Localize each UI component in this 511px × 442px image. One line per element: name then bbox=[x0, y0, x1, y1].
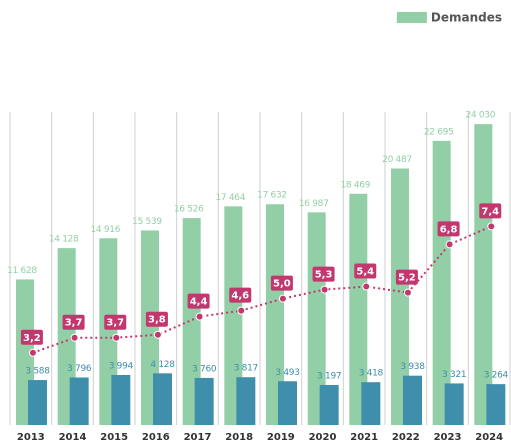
x-tick-label: 2016 bbox=[142, 432, 170, 442]
bar-value-label: 24 030 bbox=[465, 111, 495, 121]
label-box bbox=[62, 314, 85, 330]
bar-value-label: 11 628 bbox=[7, 266, 37, 276]
bar bbox=[474, 124, 493, 425]
x-tick-label: 2020 bbox=[309, 432, 337, 442]
bar-value-label: 17 632 bbox=[257, 191, 287, 201]
line-point bbox=[195, 312, 204, 321]
bar-value-label: 17 464 bbox=[215, 193, 245, 203]
line-value-label: 5,3 bbox=[315, 270, 333, 281]
bar bbox=[182, 218, 201, 425]
bar-value-label: 16 987 bbox=[299, 199, 329, 209]
bar-value-label: 3 493 bbox=[275, 368, 299, 378]
bar-value-label: 3 938 bbox=[400, 362, 425, 372]
bar-value-label: 3 796 bbox=[67, 364, 92, 374]
line-point bbox=[362, 282, 371, 291]
bar bbox=[444, 383, 464, 425]
x-tick-label: 2018 bbox=[225, 432, 253, 442]
bar bbox=[486, 384, 506, 425]
line-value-label: 3,2 bbox=[23, 333, 41, 344]
line-value-label: 3,7 bbox=[65, 318, 83, 329]
bar bbox=[403, 375, 422, 425]
bar-value-label: 14 916 bbox=[90, 225, 120, 235]
label-box bbox=[104, 314, 127, 330]
x-tick-label: 2019 bbox=[267, 432, 295, 442]
line-value-label: 6,8 bbox=[440, 224, 458, 235]
line-point bbox=[278, 294, 287, 303]
bar bbox=[153, 373, 172, 425]
x-tick-label: 2014 bbox=[59, 432, 87, 442]
bar-value-label: 3 588 bbox=[25, 367, 50, 377]
label-box bbox=[187, 293, 210, 309]
line-value-label: 3,8 bbox=[148, 315, 166, 326]
line-point bbox=[320, 285, 329, 294]
x-tick-label: 2023 bbox=[434, 432, 462, 442]
line-value-label: 4,4 bbox=[190, 297, 208, 308]
line-value-label: 3,7 bbox=[106, 318, 124, 329]
x-tick-label: 2021 bbox=[350, 432, 378, 442]
bar-value-label: 16 526 bbox=[174, 205, 204, 215]
bar-value-label: 3 994 bbox=[109, 361, 134, 371]
line-point bbox=[445, 240, 454, 249]
label-box bbox=[354, 263, 377, 279]
legend-label: Demandes bbox=[431, 11, 502, 25]
bar bbox=[349, 193, 368, 425]
label-box bbox=[312, 266, 335, 282]
bar bbox=[278, 381, 297, 425]
label-box bbox=[145, 311, 168, 327]
line-point bbox=[70, 333, 79, 342]
bar-value-label: 3 197 bbox=[317, 371, 341, 381]
x-tick-label: 2024 bbox=[475, 432, 503, 442]
bar bbox=[361, 382, 381, 425]
bar-value-label: 3 264 bbox=[484, 371, 509, 381]
bar-value-label: 3 817 bbox=[234, 364, 258, 374]
label-box bbox=[229, 287, 252, 303]
bar bbox=[266, 204, 284, 425]
bar-value-label: 3 321 bbox=[442, 370, 466, 380]
bar-value-label: 15 539 bbox=[132, 217, 162, 227]
label-box bbox=[437, 221, 460, 237]
line-point bbox=[403, 288, 412, 297]
line-value-label: 7,4 bbox=[481, 206, 499, 217]
bar-value-label: 14 128 bbox=[49, 235, 79, 245]
x-tick-label: 2022 bbox=[392, 432, 420, 442]
line-point bbox=[237, 306, 246, 315]
line-point bbox=[112, 333, 121, 342]
bar bbox=[194, 377, 214, 425]
bar-value-label: 3 418 bbox=[359, 369, 384, 379]
line-point bbox=[153, 330, 162, 339]
bar bbox=[319, 384, 339, 425]
bar bbox=[224, 206, 243, 425]
x-tick-label: 2015 bbox=[100, 432, 128, 442]
x-tick-label: 2017 bbox=[184, 432, 212, 442]
bar-value-label: 20 487 bbox=[382, 155, 412, 165]
bar-value-label: 18 469 bbox=[340, 180, 370, 190]
line-value-label: 5,2 bbox=[398, 273, 416, 284]
label-box bbox=[270, 275, 293, 291]
bar bbox=[111, 374, 131, 425]
line-value-label: 4,6 bbox=[231, 291, 249, 302]
label-box bbox=[479, 203, 502, 219]
bar bbox=[391, 168, 409, 426]
line-value-label: 5,4 bbox=[356, 267, 374, 278]
line-point bbox=[487, 222, 496, 231]
legend-swatch bbox=[396, 12, 427, 23]
bar bbox=[236, 377, 256, 425]
bar-value-label: 4 128 bbox=[150, 360, 175, 370]
bar bbox=[28, 380, 47, 425]
bar bbox=[69, 377, 89, 425]
line-point bbox=[28, 348, 37, 357]
x-tick-label: 2013 bbox=[17, 432, 45, 442]
bar-value-label: 3 760 bbox=[192, 364, 217, 374]
bar-value-label: 22 695 bbox=[424, 127, 454, 137]
label-box bbox=[20, 329, 43, 345]
bar bbox=[307, 212, 326, 425]
bar bbox=[432, 140, 451, 426]
label-box bbox=[395, 269, 418, 285]
line-value-label: 5,0 bbox=[273, 279, 291, 290]
